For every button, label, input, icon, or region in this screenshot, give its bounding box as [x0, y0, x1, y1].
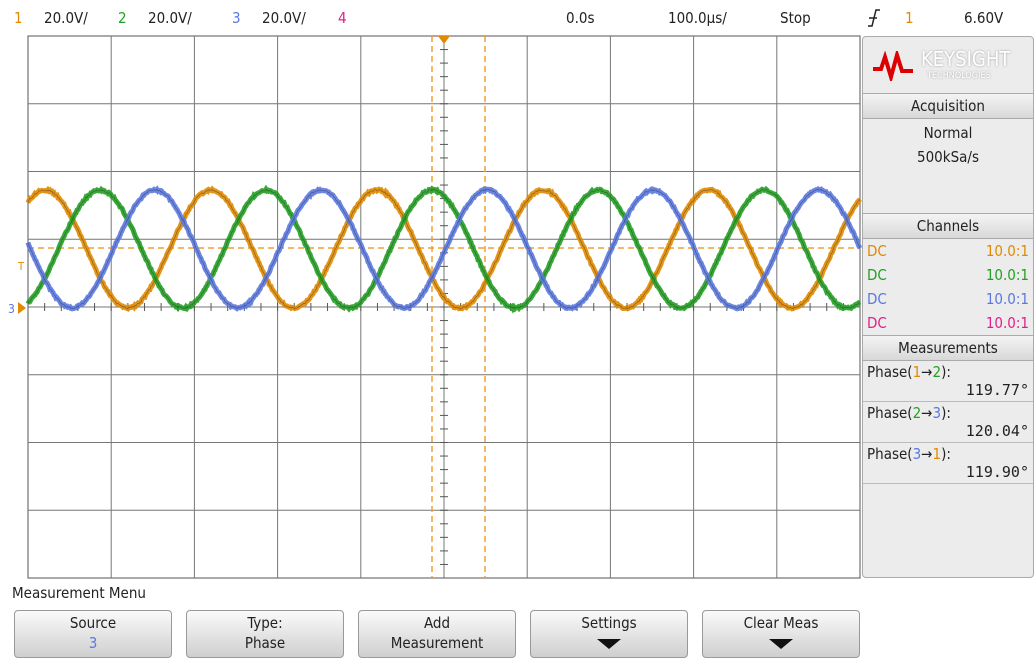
acq-mode: Normal: [863, 121, 1033, 145]
side-panel: KEYSIGHT TECHNOLOGIES Acquisition Normal…: [862, 36, 1034, 578]
channel-scale: 20.0V/: [44, 9, 88, 27]
meas-to: 2: [932, 363, 941, 381]
logo-text: KEYSIGHT: [921, 47, 1010, 71]
menu-title: Measurement Menu: [12, 584, 146, 602]
trigger-icon: [868, 10, 880, 26]
softkey[interactable]: Settings: [530, 610, 688, 658]
scope-screen: 1 20.0V/2 20.0V/3 20.0V/4 0.0s 100.0µs/Stop 1 6…: [0, 0, 1034, 657]
meas-label: Phase(1→2):: [867, 363, 1029, 381]
coupling: DC: [867, 287, 887, 311]
logo: KEYSIGHT TECHNOLOGIES: [863, 37, 1033, 93]
meas-value: 119.90°: [867, 463, 1029, 481]
ground-arrow: [18, 302, 26, 314]
softkey[interactable]: Clear Meas: [702, 610, 860, 658]
meas-label: Phase(3→1):: [867, 445, 1029, 463]
meas-suffix: ):: [941, 363, 951, 381]
probe: 10.0:1: [986, 239, 1029, 263]
measurement: Phase(1→2):119.77°: [863, 361, 1033, 402]
probe: 10.0:1: [986, 287, 1029, 311]
acq-rate: 500kSa/s: [863, 145, 1033, 169]
coupling: DC: [867, 311, 887, 335]
logo-sub: TECHNOLOGIES: [927, 71, 991, 81]
softkey-line2: Measurement: [359, 633, 515, 653]
softkey-line2: 3: [15, 633, 171, 653]
meas-from: 3: [913, 445, 922, 463]
run-state: Stop: [780, 9, 811, 27]
meas-suffix: ):: [941, 445, 951, 463]
meas-value: 120.04°: [867, 422, 1029, 440]
channel-number: 1: [14, 9, 23, 27]
meas-prefix: Phase(: [867, 445, 913, 463]
channel-row: DC 10.0:1: [863, 239, 1033, 263]
probe: 10.0:1: [986, 263, 1029, 287]
channel-number: 4: [338, 9, 347, 27]
channel-number: 2: [118, 9, 127, 27]
softkey[interactable]: AddMeasurement: [358, 610, 516, 658]
meas-prefix: Phase(: [867, 404, 913, 422]
softkey-line1: Settings: [531, 613, 687, 633]
softkey-line1: Source: [15, 613, 171, 633]
softkey-line1: Clear Meas: [703, 613, 859, 633]
meas-arrow: →: [921, 363, 932, 381]
measurement: Phase(3→1):119.90°: [863, 443, 1033, 484]
meas-arrow: →: [921, 404, 932, 422]
meas-label: Phase(2→3):: [867, 404, 1029, 422]
softkey-arrow: [769, 639, 793, 649]
softkey-line1: Add: [359, 613, 515, 633]
channel-row: DC 10.0:1: [863, 263, 1033, 287]
meas-prefix: Phase(: [867, 363, 913, 381]
meas-suffix: ):: [941, 404, 951, 422]
time-delay: 0.0s: [566, 9, 594, 27]
channel-row: DC 10.0:1: [863, 287, 1033, 311]
coupling: DC: [867, 263, 887, 287]
meas-from: 2: [913, 404, 922, 422]
section-header: Channels: [863, 213, 1033, 239]
probe: 10.0:1: [986, 311, 1029, 335]
trigger-marker: T: [17, 260, 25, 273]
meas-from: 1: [913, 363, 922, 381]
channel-number: 3: [232, 9, 241, 27]
channel-scale: 20.0V/: [262, 9, 306, 27]
section-header: Acquisition: [863, 93, 1033, 119]
ground-marker: 3: [8, 302, 15, 316]
meas-arrow: →: [921, 445, 932, 463]
softkey[interactable]: Source3: [14, 610, 172, 658]
channel-row: DC 10.0:1: [863, 311, 1033, 335]
trigger-source: 1: [905, 9, 914, 27]
trigger-level: 6.60V: [964, 9, 1004, 27]
time-scale: 100.0µs/: [668, 9, 727, 27]
measurement: Phase(2→3):120.04°: [863, 402, 1033, 443]
channel-scale: 20.0V/: [148, 9, 192, 27]
softkey[interactable]: Type:Phase: [186, 610, 344, 658]
meas-to: 3: [932, 404, 941, 422]
logo-icon: [871, 51, 915, 81]
softkey-line1: Type:: [187, 613, 343, 633]
softkey-arrow: [597, 639, 621, 649]
meas-to: 1: [932, 445, 941, 463]
softkey-line2: Phase: [187, 633, 343, 653]
section-header: Measurements: [863, 335, 1033, 361]
coupling: DC: [867, 239, 887, 263]
meas-value: 119.77°: [867, 381, 1029, 399]
